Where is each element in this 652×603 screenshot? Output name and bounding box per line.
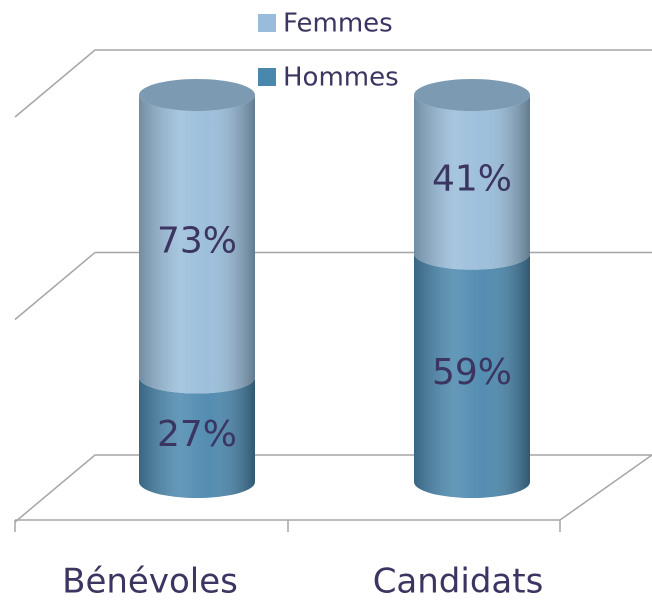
bar-cap-shade	[414, 79, 530, 111]
legend-label: Femmes	[283, 9, 393, 39]
grid-line	[14, 49, 652, 118]
legend-label: Hommes	[283, 63, 399, 93]
legend-swatch	[258, 14, 276, 32]
bar-shading	[414, 95, 530, 270]
x-tick-label: Bénévoles	[62, 562, 238, 602]
value-label: 73%	[157, 220, 237, 261]
bar-shading	[139, 377, 255, 498]
legend: Femmes Hommes	[258, 9, 399, 93]
value-label: 59%	[432, 352, 512, 393]
bar-cap	[414, 79, 530, 111]
bars: Bénévoles 27% 73% Candidats 59% 41%	[62, 79, 543, 602]
x-tick-label: Candidats	[373, 562, 544, 602]
value-label: 27%	[157, 414, 237, 455]
grid-line	[14, 454, 652, 523]
grid	[14, 49, 652, 532]
bar-cap-shade	[139, 79, 255, 111]
legend-swatch	[258, 68, 276, 86]
bar-shading	[414, 253, 530, 498]
value-label: 41%	[432, 158, 512, 199]
grid-line	[14, 251, 652, 321]
bar-shading	[139, 95, 255, 394]
bar-cap	[139, 79, 255, 111]
floor	[15, 454, 652, 521]
